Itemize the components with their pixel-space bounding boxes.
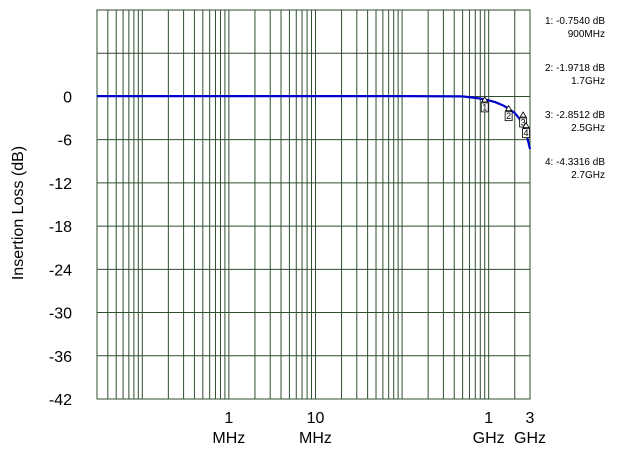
marker-number: 2 <box>506 111 511 121</box>
marker-triangle <box>522 121 530 129</box>
marker-triangle <box>504 104 513 112</box>
x-tick-label: 1 <box>224 410 233 427</box>
x-tick-unit: MHz <box>299 430 332 447</box>
marker-flag <box>504 111 513 122</box>
marker-frequency: 1.7GHz <box>571 76 605 87</box>
markers: 1 234 <box>480 96 530 139</box>
y-tick-label: -24 <box>49 262 72 279</box>
marker-readout: 3: -2.8512 dB <box>545 110 605 121</box>
marker-frequency: 2.7GHz <box>571 170 605 181</box>
y-tick-label: -18 <box>49 219 72 236</box>
x-tick-unit: GHz <box>473 430 505 447</box>
y-tick-label: -12 <box>49 176 72 193</box>
marker-number: 1 <box>482 102 487 112</box>
marker-legend: 1: -0.7540 dB 900MHz 2: -1.9718 dB 1.7GHz 3:… <box>545 16 605 181</box>
marker-readout: 2: -1.9718 dB <box>545 63 605 74</box>
marker-readout: 1: -0.7540 dB <box>545 16 605 27</box>
grid <box>96 9 531 400</box>
y-tick-label: 0 <box>63 89 72 106</box>
x-tick-unit: GHz <box>514 430 546 447</box>
y-axis-label: Insertion Loss (dB) <box>10 146 27 280</box>
marker-frequency: 900MHz <box>568 29 605 40</box>
y-tick-label: -42 <box>49 392 72 409</box>
x-tick-label: 3 <box>526 410 535 427</box>
marker-flag <box>480 102 489 113</box>
plot-area <box>97 95 532 150</box>
plot-frame <box>96 9 531 400</box>
marker-triangle <box>481 96 489 103</box>
x-tick-unit: MHz <box>212 430 245 447</box>
x-tick-label: 10 <box>307 410 325 427</box>
marker-flag <box>522 128 530 139</box>
x-tick-label: 1 <box>484 410 493 427</box>
x-axis-ticks: 1 MHz 10 MHz 1 GHz 3 GHz <box>212 410 546 447</box>
marker-readout: 4: -4.3316 dB <box>545 157 605 168</box>
marker-number: 3 <box>521 117 526 127</box>
y-tick-label: -6 <box>58 133 72 150</box>
y-tick-label: -36 <box>49 349 72 366</box>
series-line <box>97 95 532 150</box>
y-tick-label: -30 <box>49 306 72 323</box>
marker-triangle <box>519 111 527 118</box>
marker-number: 4 <box>524 128 529 138</box>
marker-frequency: 2.5GHz <box>571 123 605 134</box>
y-axis-ticks: 0 -6 -12 -18 -24 -30 -36 -42 <box>49 89 72 409</box>
